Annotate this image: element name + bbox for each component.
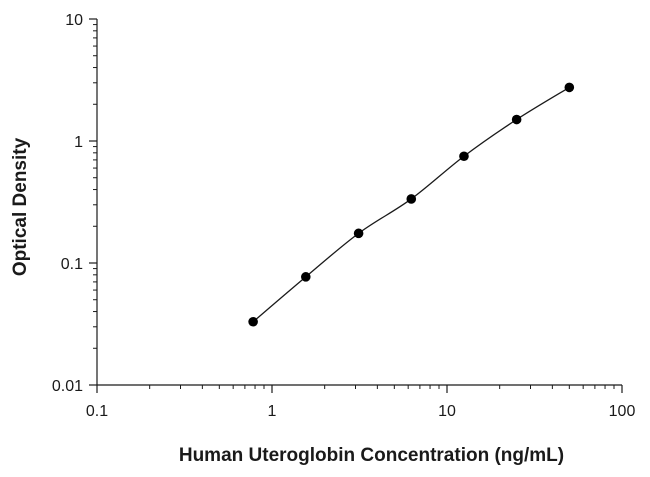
data-point bbox=[564, 82, 575, 93]
x-tick-label: 100 bbox=[609, 403, 636, 420]
y-tick-label: 0.01 bbox=[52, 378, 83, 395]
x-tick-label: 10 bbox=[438, 403, 456, 420]
x-tick-label: 0.1 bbox=[86, 403, 108, 420]
data-point bbox=[511, 114, 522, 125]
y-tick-label: 0.1 bbox=[61, 256, 83, 273]
data-point bbox=[353, 228, 364, 239]
x-axis-ticks: 0.1 1 10 100 bbox=[86, 385, 636, 420]
y-axis-title: Optical Density bbox=[10, 137, 31, 276]
y-tick-label: 1 bbox=[74, 134, 83, 151]
data-points bbox=[248, 82, 575, 327]
y-axis-ticks: 0.01 0.1 1 10 bbox=[52, 12, 97, 395]
data-point bbox=[406, 194, 417, 204]
y-tick-label: 10 bbox=[65, 12, 83, 29]
data-point bbox=[459, 151, 469, 162]
x-axis-title: Human Uteroglobin Concentration (ng/mL) bbox=[179, 445, 564, 466]
x-tick-label: 1 bbox=[268, 403, 277, 420]
data-point bbox=[300, 272, 311, 282]
data-point bbox=[248, 316, 258, 327]
minor-ticks bbox=[93, 24, 615, 389]
fit-curve bbox=[252, 86, 570, 323]
